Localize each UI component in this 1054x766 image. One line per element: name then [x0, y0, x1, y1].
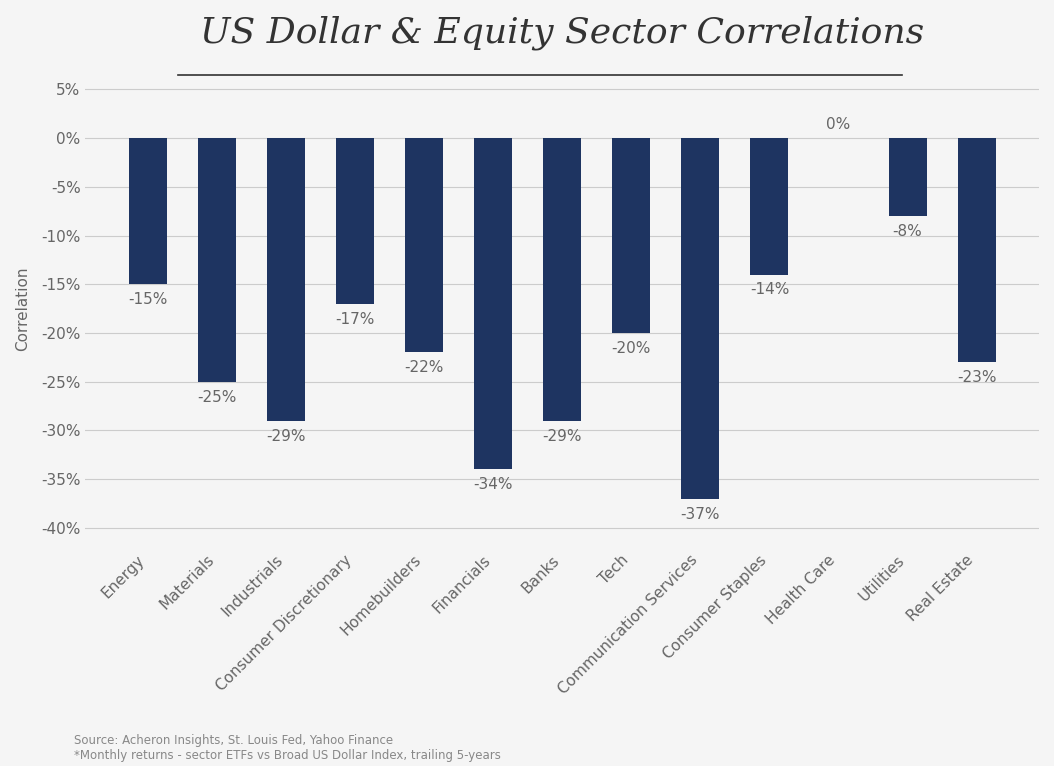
Title: US Dollar & Equity Sector Correlations: US Dollar & Equity Sector Correlations [200, 15, 924, 50]
Bar [129, 138, 167, 284]
Bar [267, 138, 305, 421]
Text: -14%: -14% [749, 283, 789, 297]
Text: -22%: -22% [405, 360, 444, 375]
Text: -17%: -17% [335, 312, 375, 326]
Bar [958, 138, 996, 362]
Text: -8%: -8% [893, 224, 922, 239]
Text: -34%: -34% [473, 477, 513, 493]
Text: -29%: -29% [267, 428, 306, 444]
Bar [750, 138, 788, 274]
Text: Source: Acheron Insights, St. Louis Fed, Yahoo Finance
*Monthly returns - sector: Source: Acheron Insights, St. Louis Fed,… [74, 734, 501, 762]
Bar [889, 138, 926, 216]
Bar [681, 138, 720, 499]
Bar [198, 138, 236, 381]
Text: 0%: 0% [826, 117, 851, 133]
Bar [612, 138, 650, 333]
Bar [543, 138, 581, 421]
Bar [405, 138, 443, 352]
Bar [336, 138, 374, 304]
Text: -29%: -29% [543, 428, 582, 444]
Y-axis label: Correlation: Correlation [15, 267, 30, 351]
Text: -37%: -37% [681, 506, 720, 522]
Text: -15%: -15% [129, 292, 168, 307]
Text: -20%: -20% [611, 341, 651, 355]
Text: -23%: -23% [957, 370, 996, 385]
Bar [474, 138, 512, 470]
Text: -25%: -25% [197, 390, 236, 404]
